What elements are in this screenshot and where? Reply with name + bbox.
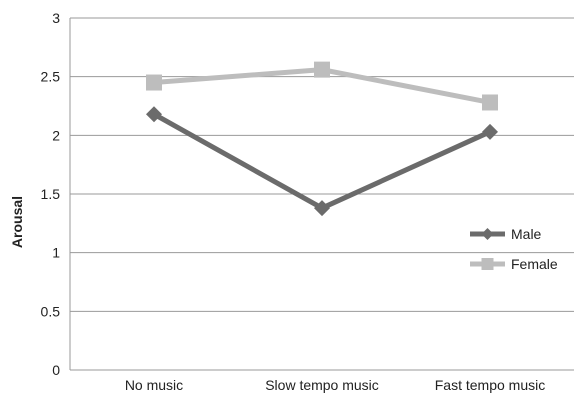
y-tick-label: 3 <box>52 10 60 26</box>
y-axis-label: Arousal <box>9 196 25 248</box>
legend-label-female: Female <box>511 256 558 272</box>
y-tick-label: 0 <box>52 362 60 378</box>
x-tick-label: No music <box>125 377 183 393</box>
data-point-male <box>482 123 498 140</box>
x-tick-label: Fast tempo music <box>435 377 545 393</box>
y-tick-label: 2.5 <box>41 69 61 85</box>
legend-label-male: Male <box>511 226 542 242</box>
y-tick-label: 1.5 <box>41 186 61 202</box>
data-point-male <box>146 106 162 123</box>
x-tick-label: Slow tempo music <box>265 377 379 393</box>
y-axis-ticks: 0 0.5 1 1.5 2 2.5 3 <box>41 10 61 378</box>
y-tick-label: 1 <box>52 245 60 261</box>
legend-marker <box>481 258 494 270</box>
series-group <box>146 61 498 217</box>
data-point-female <box>314 61 330 78</box>
y-tick-label: 2 <box>52 127 60 143</box>
legend: Male Female <box>470 226 558 272</box>
data-point-male <box>314 200 330 217</box>
legend-marker <box>481 228 494 240</box>
data-point-female <box>482 94 498 111</box>
y-tick-label: 0.5 <box>41 303 61 319</box>
data-point-female <box>146 74 162 91</box>
x-axis-ticks: No music Slow tempo music Fast tempo music <box>125 377 545 393</box>
